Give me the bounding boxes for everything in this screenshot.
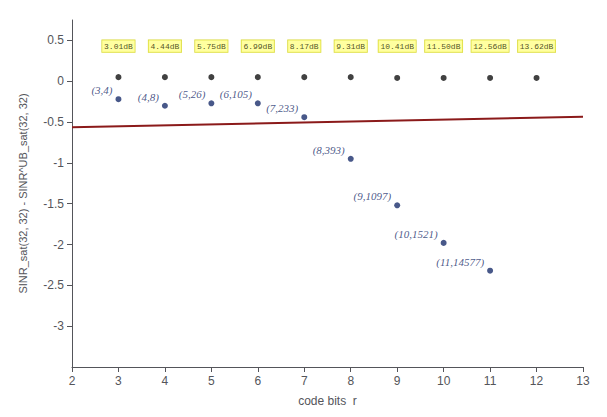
svg-text:10: 10 (437, 374, 451, 388)
svg-text:8.17dB: 8.17dB (290, 42, 319, 51)
svg-text:(3,4): (3,4) (91, 84, 112, 97)
svg-text:-3: -3 (53, 319, 64, 333)
svg-text:4: 4 (162, 374, 169, 388)
svg-text:2: 2 (69, 374, 76, 388)
svg-text:11.50dB: 11.50dB (427, 42, 461, 51)
svg-text:4.44dB: 4.44dB (151, 42, 180, 51)
svg-text:5.75dB: 5.75dB (197, 42, 226, 51)
svg-text:(11,14577): (11,14577) (436, 256, 484, 269)
svg-text:6.99dB: 6.99dB (243, 42, 272, 51)
svg-text:-0.5: -0.5 (43, 115, 64, 129)
svg-text:6: 6 (254, 374, 261, 388)
svg-text:3.01dB: 3.01dB (104, 42, 133, 51)
svg-text:3: 3 (115, 374, 122, 388)
svg-text:9.31dB: 9.31dB (336, 42, 365, 51)
svg-text:-1: -1 (53, 156, 64, 170)
svg-text:0.5: 0.5 (47, 33, 64, 47)
svg-text:12: 12 (530, 374, 544, 388)
svg-text:13: 13 (576, 374, 590, 388)
svg-text:-2.5: -2.5 (43, 278, 64, 292)
svg-text:(7,233): (7,233) (266, 102, 298, 115)
svg-text:0: 0 (57, 74, 64, 88)
svg-text:9: 9 (394, 374, 401, 388)
svg-text:-2: -2 (53, 238, 64, 252)
svg-text:12.56dB: 12.56dB (473, 42, 507, 51)
svg-text:13.62dB: 13.62dB (520, 42, 554, 51)
svg-text:(10,1521): (10,1521) (395, 228, 438, 241)
svg-text:-1.5: -1.5 (43, 197, 64, 211)
svg-text:8: 8 (347, 374, 354, 388)
svg-text:(6,105): (6,105) (220, 88, 252, 101)
svg-text:7: 7 (301, 374, 308, 388)
svg-text:(5,26): (5,26) (179, 88, 206, 101)
svg-text:(4,8): (4,8) (138, 91, 159, 104)
svg-text:(8,393): (8,393) (313, 144, 345, 157)
svg-text:5: 5 (208, 374, 215, 388)
svg-text:10.41dB: 10.41dB (380, 42, 414, 51)
svg-text:(9,1097): (9,1097) (354, 190, 392, 203)
svg-text:11: 11 (484, 374, 497, 388)
svg-text:code bits r: code bits r (298, 394, 357, 408)
svg-text:SINR_sat(32, 32) - SINR^UB_sat: SINR_sat(32, 32) - SINR^UB_sat(32, 32) (17, 93, 29, 293)
